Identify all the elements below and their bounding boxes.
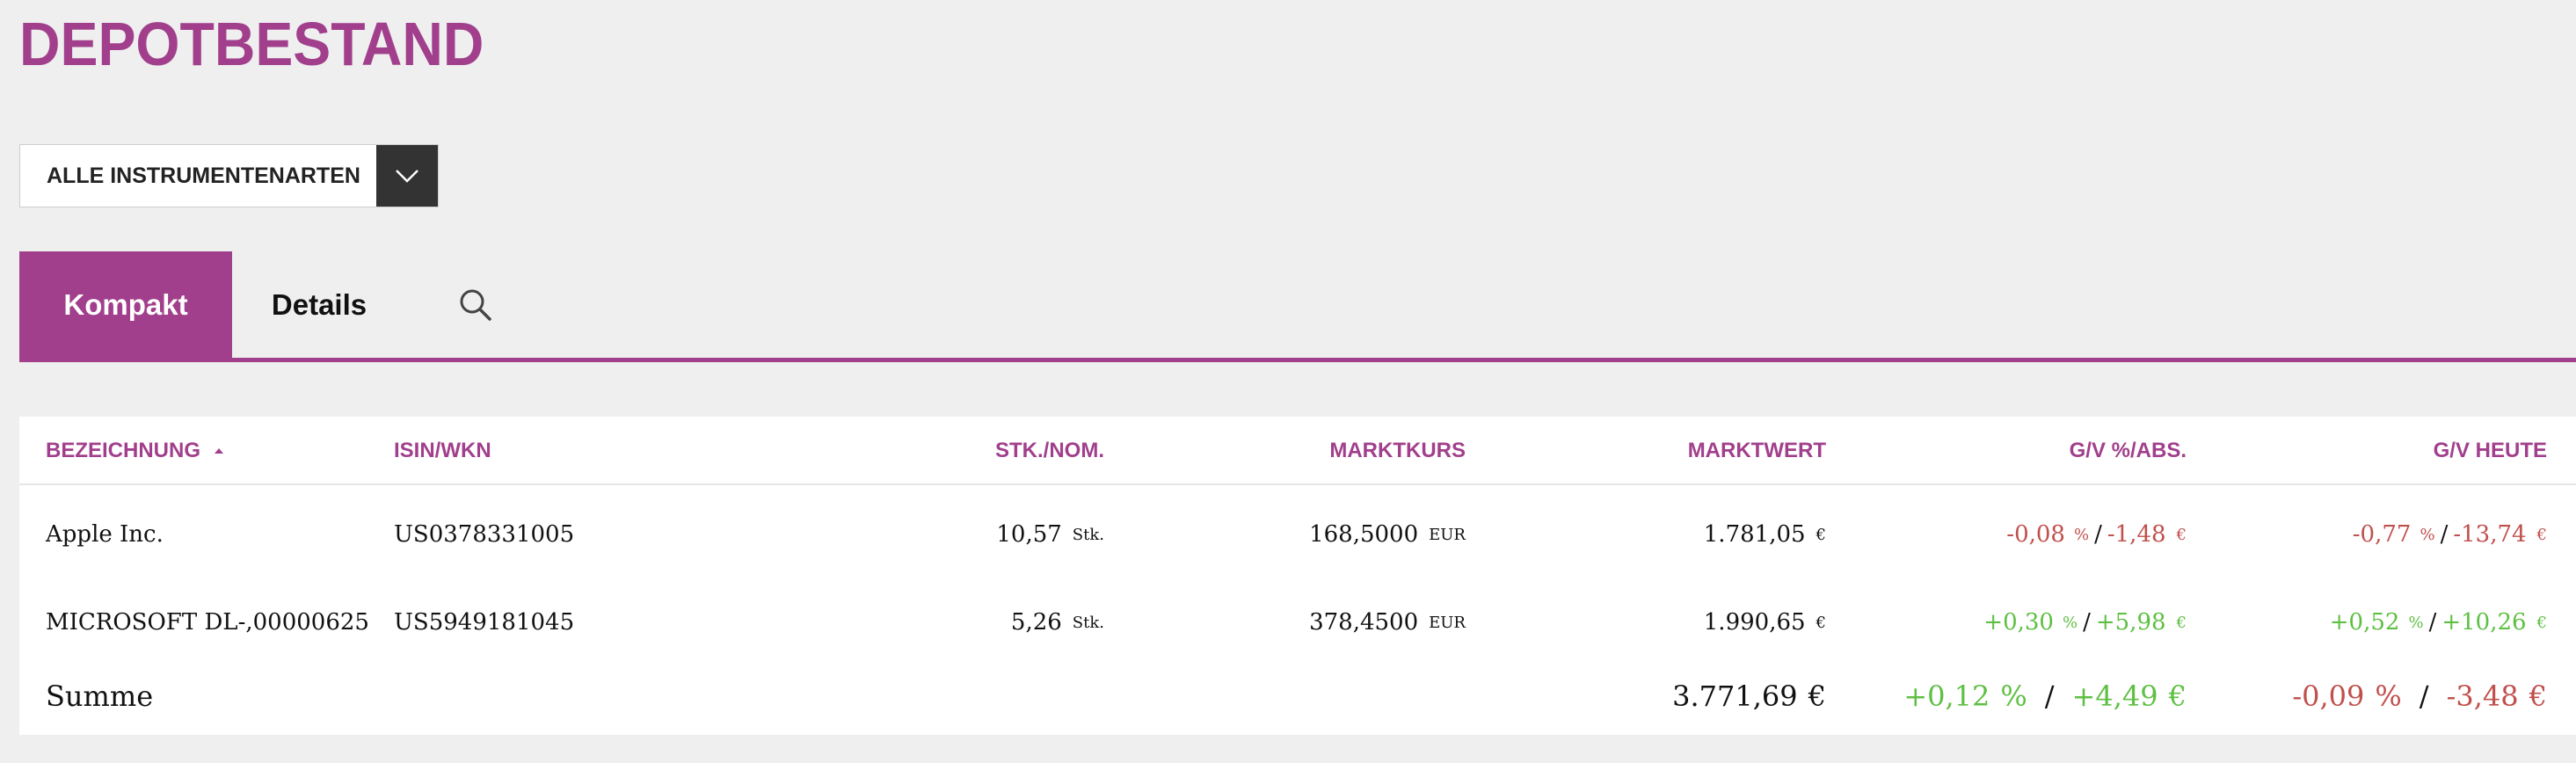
separator: /	[2094, 521, 2102, 548]
column-header-value[interactable]: MARKTWERT	[1687, 439, 1826, 462]
price-unit: EUR	[1429, 525, 1466, 544]
tab-label: Kompakt	[63, 287, 188, 321]
market-value: 1.781,05	[1703, 521, 1806, 548]
tab-label: Details	[271, 287, 367, 321]
instrument-type-select[interactable]: ALLE INSTRUMENTENARTEN	[19, 144, 439, 207]
row-gv: +0,30 % / +5,98 €	[1866, 578, 2187, 666]
price-value: 168,5000	[1309, 521, 1419, 548]
row-isin: US0378331005	[394, 521, 575, 548]
search-icon	[460, 289, 491, 321]
currency-symbol: €	[1808, 679, 1826, 713]
row-qty: 5,26 Stk.	[811, 578, 1104, 666]
row-isin: US5949181045	[394, 609, 575, 636]
tab-details[interactable]: Details	[232, 251, 406, 358]
table-row[interactable]: Apple Inc. US0378331005 10,57 Stk. 168,5…	[19, 490, 2576, 578]
row-today: -0,77 % / -13,74 €	[2217, 490, 2547, 578]
pct-symbol: %	[2375, 679, 2402, 713]
column-header-name[interactable]: BEZEICHNUNG	[46, 417, 225, 485]
separator: /	[2440, 521, 2449, 548]
price-unit: EUR	[1429, 613, 1466, 632]
today-abs: -13,74	[2453, 521, 2527, 548]
table-row[interactable]: MICROSOFT DL-,00000625 US5949181045 5,26…	[19, 578, 2576, 666]
sum-today-abs: -3,48	[2446, 679, 2519, 713]
dropdown-toggle[interactable]	[376, 145, 438, 207]
row-value: 1.781,05 €	[1514, 490, 1826, 578]
gv-abs: +5,98	[2095, 609, 2166, 636]
today-pct: -0,77	[2352, 521, 2412, 548]
instrument-type-select-value: ALLE INSTRUMENTENARTEN	[47, 163, 360, 188]
row-today: +0,52 % / +10,26 €	[2217, 578, 2547, 666]
column-header-gv[interactable]: G/V %/ABS.	[2069, 439, 2187, 462]
qty-unit: Stk.	[1072, 613, 1104, 632]
today-pct: +0,52	[2329, 609, 2400, 636]
sum-row: Summe 3.771,69 € +0,12 % / +4,49 € -0,09…	[19, 658, 2576, 735]
page-title: DEPOTBESTAND	[19, 10, 484, 78]
search-button[interactable]	[436, 251, 515, 358]
gv-pct: -0,08	[2006, 521, 2065, 548]
row-price: 168,5000 EUR	[1162, 490, 1466, 578]
pct-symbol: %	[2420, 525, 2435, 544]
column-header-label: BEZEICHNUNG	[46, 439, 201, 462]
table-header: BEZEICHNUNG ISIN/WKN STK./NOM. MARKTKURS…	[19, 417, 2576, 485]
price-value: 378,4500	[1309, 609, 1419, 636]
row-value: 1.990,65 €	[1514, 578, 1826, 666]
qty-value: 5,26	[1010, 609, 1062, 636]
currency-symbol: €	[2529, 679, 2547, 713]
currency-symbol: €	[2536, 613, 2547, 632]
value-unit: €	[1816, 525, 1826, 544]
holdings-table: BEZEICHNUNG ISIN/WKN STK./NOM. MARKTKURS…	[19, 417, 2576, 735]
column-header-isin[interactable]: ISIN/WKN	[394, 439, 491, 462]
row-name[interactable]: MICROSOFT DL-,00000625	[46, 609, 369, 636]
market-value: 1.990,65	[1703, 609, 1806, 636]
tab-kompakt[interactable]: Kompakt	[19, 251, 232, 358]
sort-ascending-icon	[215, 448, 224, 454]
pct-symbol: %	[2073, 525, 2090, 544]
view-tabs: Kompakt Details	[19, 251, 2576, 362]
sum-gv-pct: +0,12	[1903, 679, 1990, 713]
sum-today: -0,09 % / -3,48 €	[2217, 658, 2547, 735]
today-abs: +10,26	[2441, 609, 2527, 636]
pct-symbol: %	[2408, 613, 2424, 632]
separator: /	[2083, 609, 2091, 636]
currency-symbol: €	[2168, 679, 2187, 713]
column-header-today[interactable]: G/V HEUTE	[2433, 439, 2547, 462]
sum-today-pct: -0,09	[2292, 679, 2365, 713]
row-qty: 10,57 Stk.	[811, 490, 1104, 578]
qty-value: 10,57	[996, 521, 1062, 548]
sum-value: 3.771,69 €	[1514, 658, 1826, 735]
column-header-price[interactable]: MARKTKURS	[1329, 439, 1466, 462]
separator: /	[2419, 679, 2429, 713]
separator: /	[2428, 609, 2437, 636]
row-gv: -0,08 % / -1,48 €	[1866, 490, 2187, 578]
chevron-down-icon	[396, 170, 418, 183]
sum-gv: +0,12 % / +4,49 €	[1866, 658, 2187, 735]
currency-symbol: €	[2176, 613, 2187, 632]
sum-market-value: 3.771,69	[1672, 679, 1798, 713]
currency-symbol: €	[2536, 525, 2547, 544]
column-header-qty[interactable]: STK./NOM.	[995, 439, 1104, 462]
gv-pct: +0,30	[1983, 609, 2054, 636]
pct-symbol: %	[2000, 679, 2027, 713]
currency-symbol: €	[2176, 525, 2187, 544]
sum-gv-abs: +4,49	[2071, 679, 2158, 713]
sum-label: Summe	[46, 679, 154, 713]
value-unit: €	[1816, 613, 1826, 632]
row-name[interactable]: Apple Inc.	[46, 521, 164, 548]
row-price: 378,4500 EUR	[1162, 578, 1466, 666]
pct-symbol: %	[2062, 613, 2078, 632]
separator: /	[2044, 679, 2055, 713]
qty-unit: Stk.	[1072, 525, 1104, 544]
gv-abs: -1,48	[2107, 521, 2166, 548]
